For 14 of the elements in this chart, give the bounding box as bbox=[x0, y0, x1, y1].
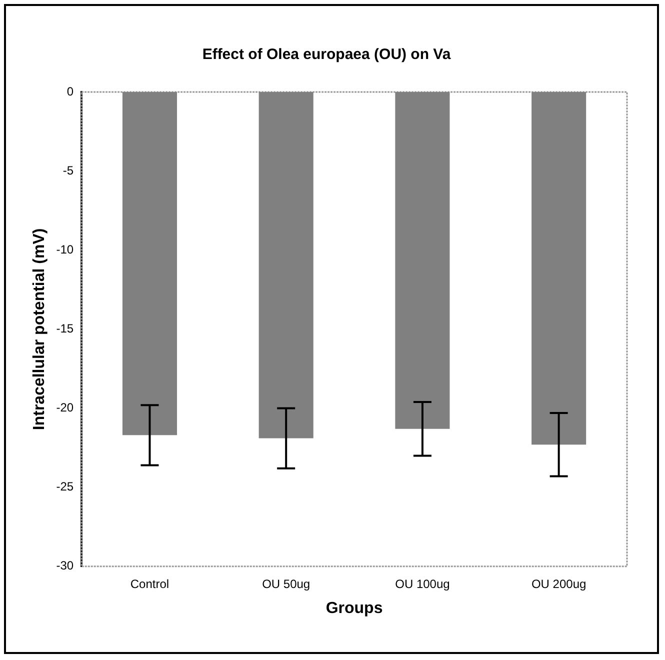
x-tick-label: OU 50ug bbox=[262, 576, 310, 591]
y-tick-label: -15 bbox=[56, 322, 74, 336]
y-tick-label: -25 bbox=[56, 480, 74, 494]
y-axis-title: Intracellular potential (mV) bbox=[31, 228, 48, 430]
chart-title: Effect of Olea europaea (OU) on Va bbox=[202, 46, 452, 64]
y-tick-label: 0 bbox=[66, 84, 74, 98]
x-tick-label: Control bbox=[130, 576, 170, 591]
y-tick-label: -10 bbox=[56, 242, 74, 256]
x-tick-label: OU 100ug bbox=[395, 576, 450, 591]
y-tick-label: -20 bbox=[56, 400, 74, 415]
x-tick-label: OU 200ug bbox=[531, 576, 586, 591]
y-tick-label: -30 bbox=[56, 558, 74, 573]
x-axis-title: Groups bbox=[326, 600, 383, 617]
y-tick-label: -5 bbox=[62, 163, 74, 178]
